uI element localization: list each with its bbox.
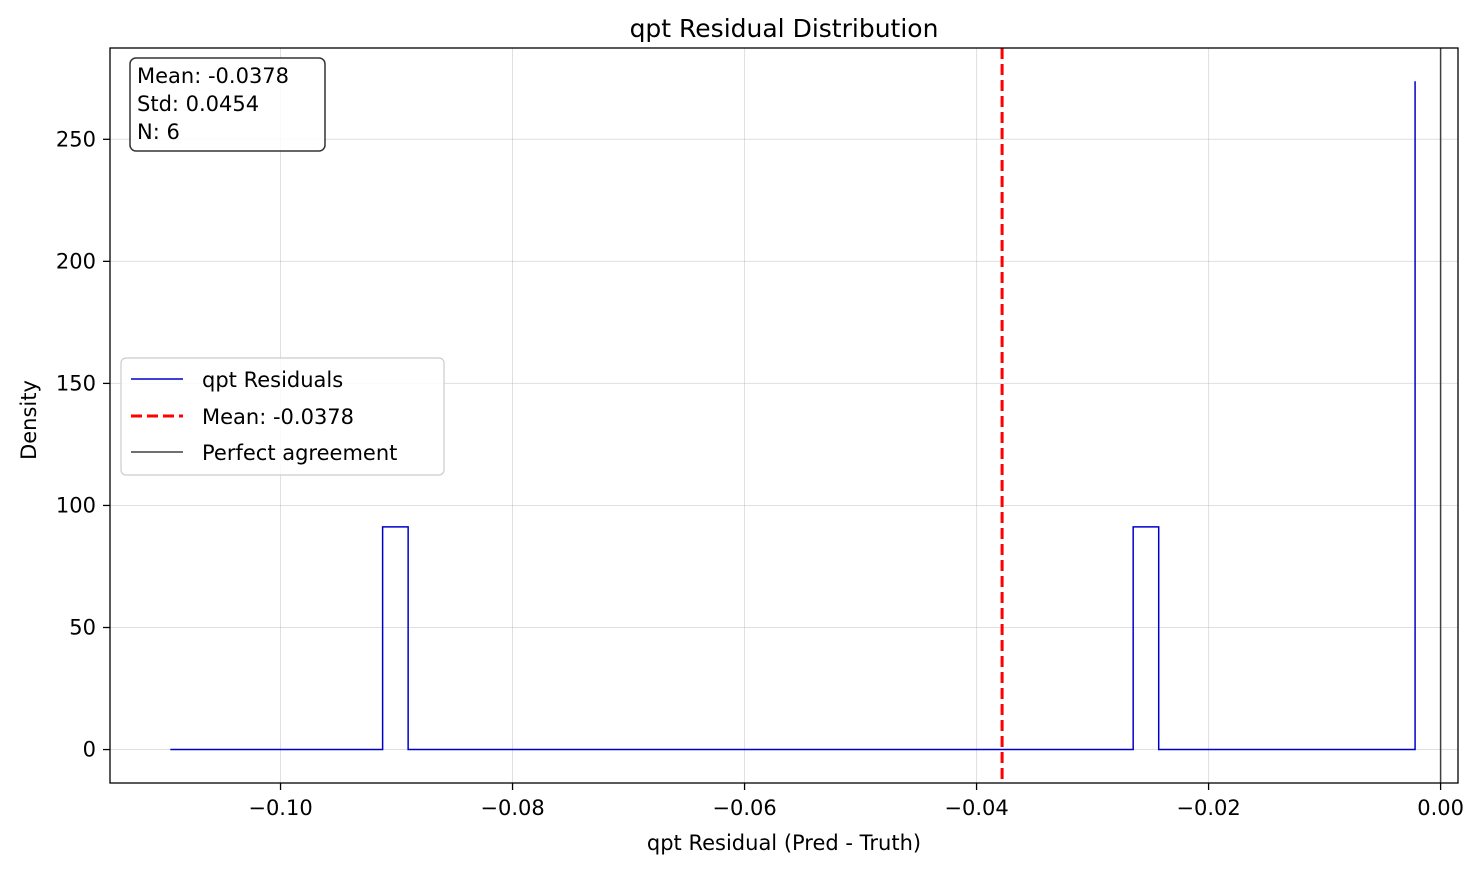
stats-box: Mean: -0.0378 Std: 0.0454 N: 6 [129, 57, 326, 152]
x-axis-label: qpt Residual (Pred - Truth) [647, 831, 921, 855]
legend-label-residuals: qpt Residuals [202, 368, 343, 392]
y-tick-label: 0 [83, 738, 96, 762]
stats-n: N: 6 [137, 120, 180, 144]
legend-label-perfect: Perfect agreement [202, 441, 397, 465]
stats-box-frame [129, 57, 326, 152]
series-layer [170, 48, 1442, 783]
legend: qpt Residuals Mean: -0.0378 Perfect agre… [120, 357, 445, 476]
y-tick-label: 150 [56, 371, 96, 395]
legend-label-mean: Mean: -0.0378 [202, 405, 354, 429]
y-axis-ticks: 0 50 100 150 200 250 [56, 127, 110, 762]
x-tick-label: −0.04 [944, 796, 1008, 820]
chart-title: qpt Residual Distribution [630, 14, 939, 43]
y-tick-label: 200 [56, 249, 96, 273]
x-tick-label: −0.06 [712, 796, 776, 820]
stats-mean: Mean: -0.0378 [137, 64, 289, 88]
y-tick-label: 50 [69, 616, 96, 640]
legend-frame [120, 357, 445, 476]
y-tick-label: 100 [56, 493, 96, 517]
y-axis-label: Density [17, 380, 41, 460]
x-tick-label: 0.00 [1417, 796, 1464, 820]
y-tick-label: 250 [56, 127, 96, 151]
x-tick-label: −0.02 [1176, 796, 1240, 820]
residual-histogram-step [170, 81, 1416, 751]
x-tick-label: −0.10 [248, 796, 312, 820]
plot-frame [109, 47, 1459, 784]
x-tick-label: −0.08 [480, 796, 544, 820]
x-axis-ticks: −0.10 −0.08 −0.06 −0.04 −0.02 0.00 [248, 783, 1464, 820]
stats-std: Std: 0.0454 [137, 92, 259, 116]
